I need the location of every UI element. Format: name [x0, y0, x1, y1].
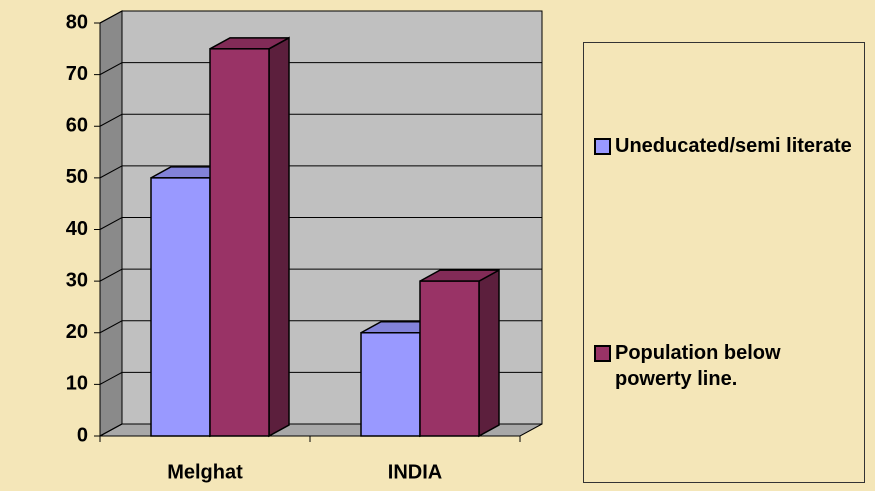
y-tick-label: 20 — [66, 321, 88, 343]
bar-side — [478, 268, 500, 438]
y-tick-label: 10 — [66, 373, 88, 395]
y-tick-label: 50 — [66, 166, 88, 188]
grid-line — [99, 62, 542, 76]
grid-line — [99, 165, 542, 179]
bar-side — [268, 36, 290, 438]
bar — [150, 177, 211, 437]
grid-line — [99, 320, 542, 334]
legend-label: Population below powerty line. — [615, 341, 781, 390]
y-tick-label: 30 — [66, 269, 88, 291]
grid-line — [99, 217, 542, 230]
legend-entry: Population below powerty line. — [594, 340, 856, 392]
legend: Uneducated/semi literate Population below… — [583, 42, 865, 483]
bar — [419, 280, 480, 437]
grid-line — [99, 10, 542, 24]
bar — [209, 48, 270, 437]
y-tick-label: 80 — [66, 11, 88, 33]
legend-swatch — [594, 138, 611, 156]
y-tick-label: 60 — [66, 115, 88, 137]
x-tick-label: Melghat — [167, 461, 243, 483]
grid-line — [99, 113, 542, 127]
legend-label: Uneducated/semi literate — [615, 135, 852, 158]
legend-entry: Uneducated/semi literate — [594, 133, 856, 159]
grid-line — [99, 268, 542, 282]
y-tick-label: 40 — [66, 218, 88, 240]
y-tick-label: 70 — [66, 63, 88, 85]
legend-swatch — [594, 344, 611, 362]
y-tick-label: 0 — [77, 424, 88, 446]
x-tick-label: INDIA — [388, 461, 442, 483]
bar — [360, 332, 421, 437]
